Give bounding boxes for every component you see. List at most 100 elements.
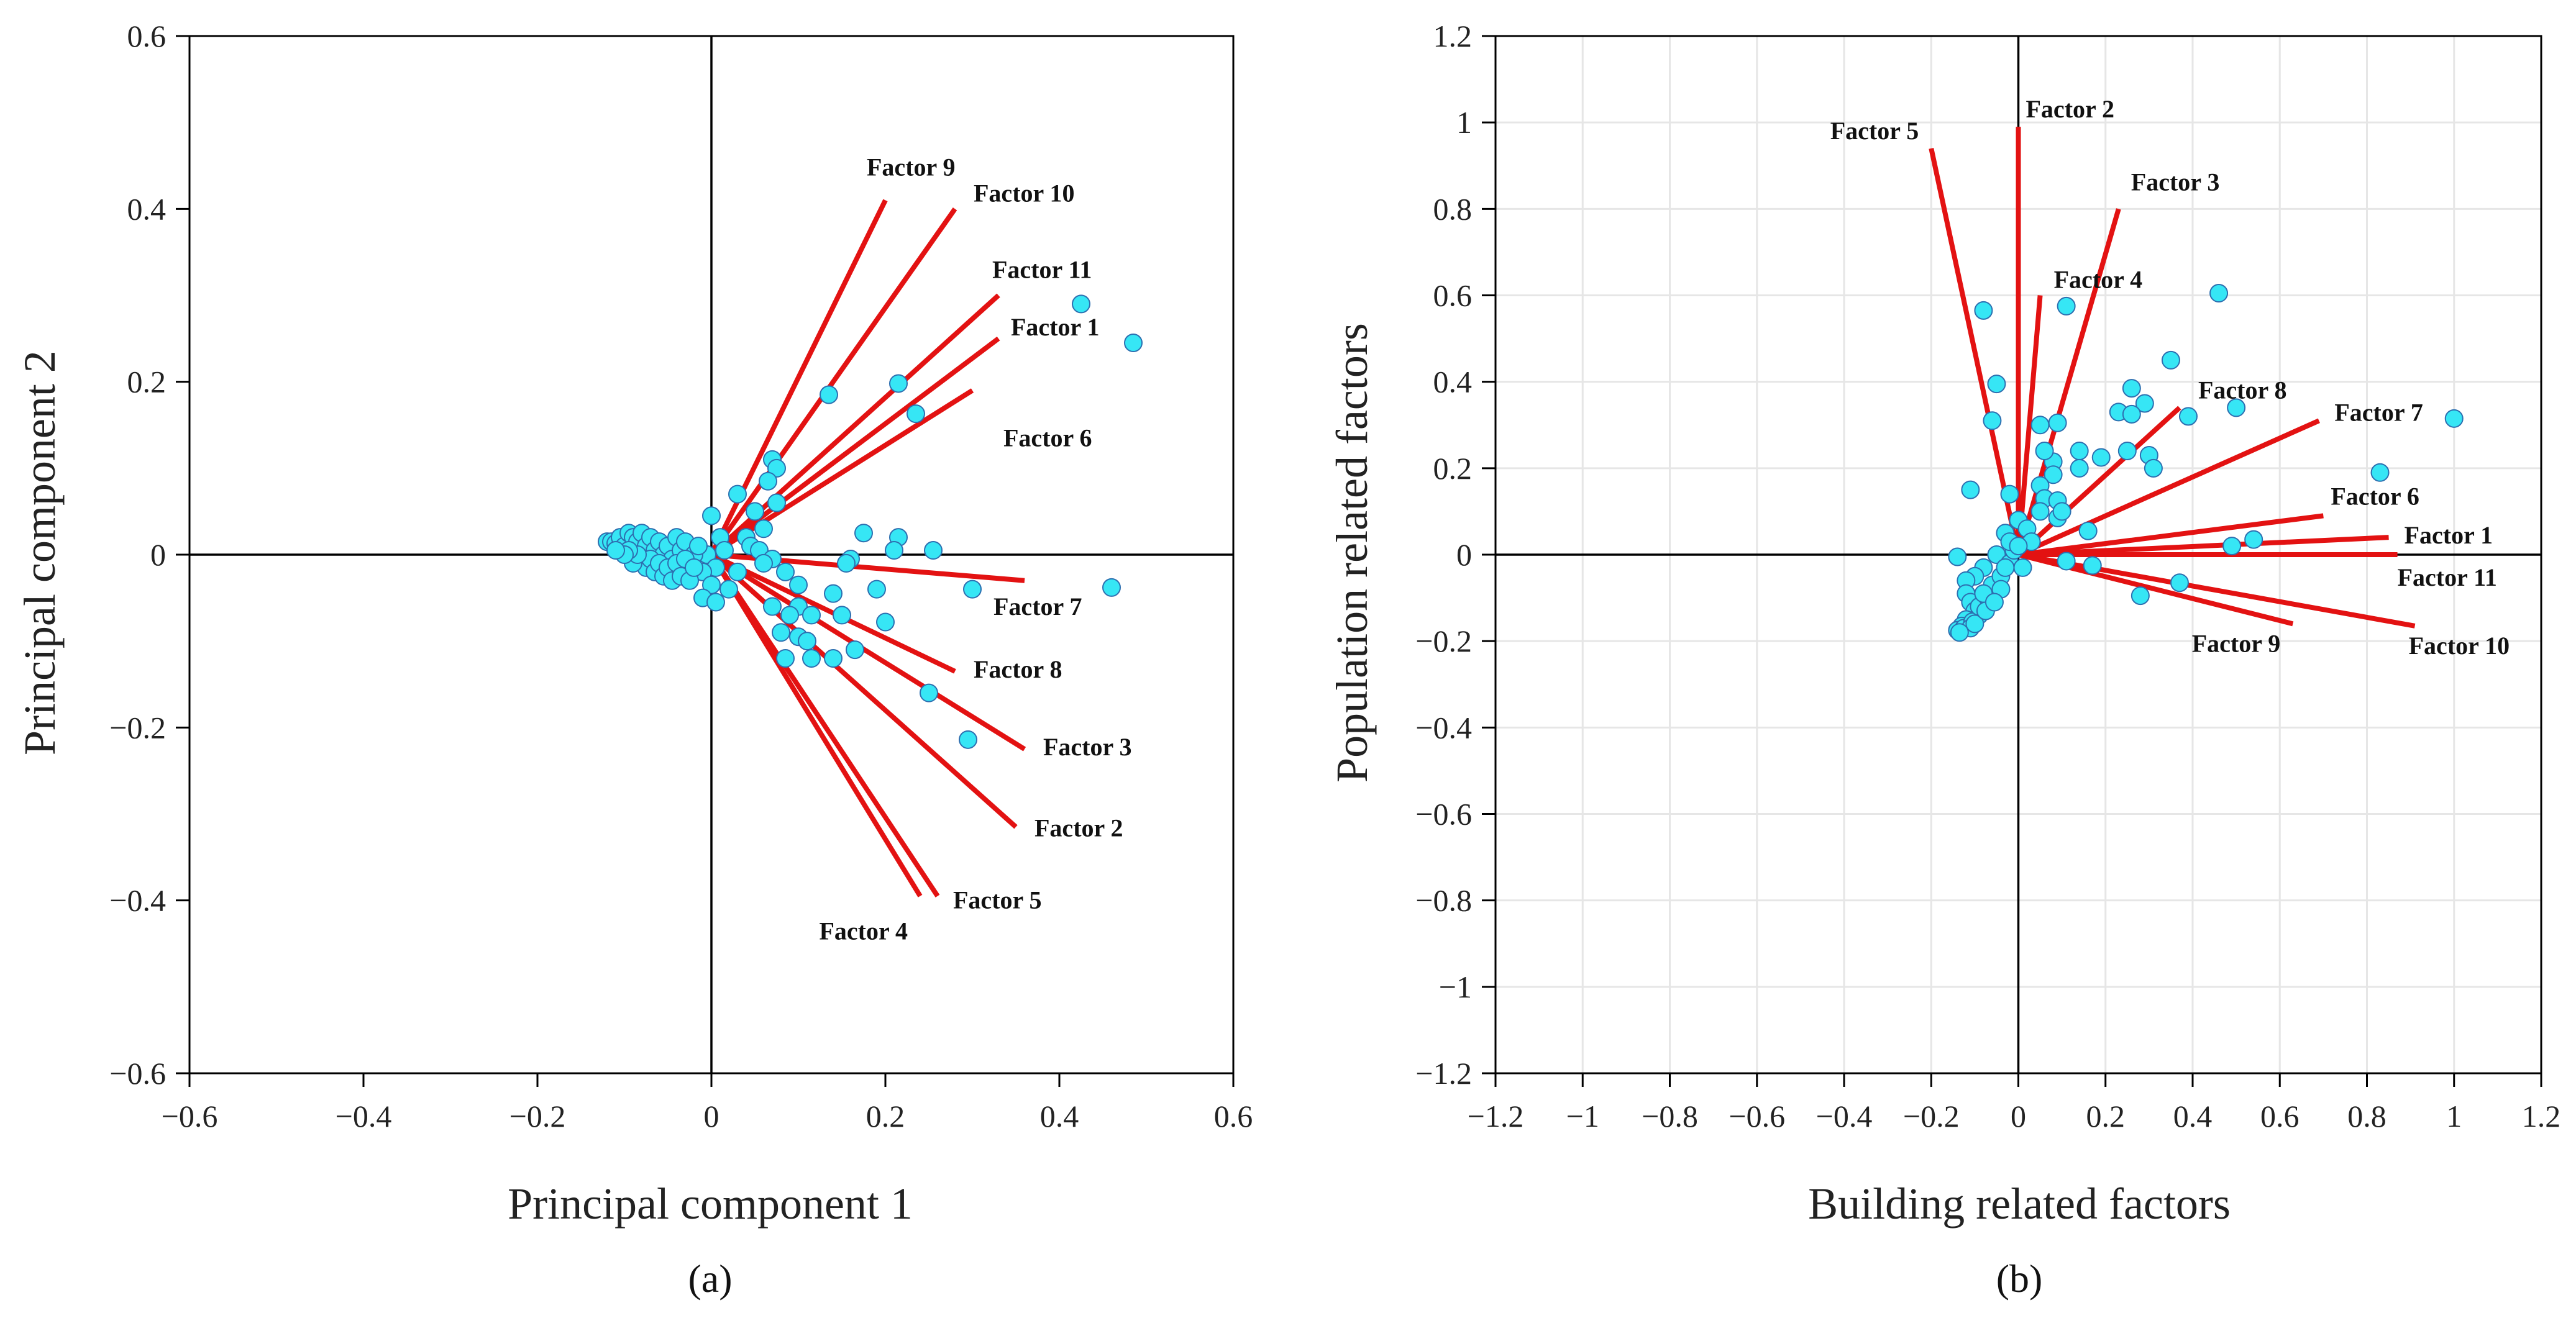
data-point <box>2013 558 2032 577</box>
vector-label: Factor 4 <box>819 917 908 945</box>
vector-label: Factor 7 <box>993 593 1082 620</box>
data-point <box>959 730 977 749</box>
x-tick-label: 0.6 <box>1214 1099 1253 1134</box>
data-point <box>2135 394 2154 413</box>
vector-label: Factor 7 <box>2334 398 2423 426</box>
data-point <box>1974 301 1993 320</box>
data-point <box>867 579 886 599</box>
vector-label: Factor 2 <box>1035 814 1123 842</box>
vector-label: Factor 5 <box>1830 117 1919 145</box>
x-axis-title-b: Building related factors <box>1808 1179 2231 1229</box>
data-point <box>1950 623 1969 642</box>
x-tick-label: 0 <box>704 1099 719 1134</box>
vector-label: Factor 5 <box>953 886 1042 914</box>
y-tick-label: −1.2 <box>1415 1056 1472 1091</box>
vector-label: Factor 10 <box>974 179 1075 207</box>
vector-factor-8 <box>2016 406 2181 557</box>
vector-factor-3 <box>2016 208 2121 556</box>
y-tick-label: −0.2 <box>1415 624 1472 658</box>
data-point <box>2057 296 2076 316</box>
x-tick-label: 1.2 <box>2522 1099 2561 1134</box>
data-point <box>889 374 908 393</box>
y-tick-label: −0.6 <box>109 1056 166 1091</box>
vector-label: Factor 1 <box>2405 521 2493 549</box>
data-point <box>1965 614 1985 634</box>
vector-label: Factor 6 <box>1003 424 1092 452</box>
data-point <box>767 458 786 478</box>
data-point <box>706 593 725 612</box>
data-point <box>2117 442 2137 460</box>
vector-label: Factor 3 <box>2131 168 2220 196</box>
vector-label: Factor 10 <box>2409 632 2510 660</box>
data-point <box>789 575 808 594</box>
vector-factor-1 <box>710 336 1000 557</box>
data-point <box>759 471 777 491</box>
data-point <box>2052 502 2071 521</box>
x-tick-label: −0.6 <box>162 1099 218 1134</box>
data-point <box>2209 284 2229 303</box>
vector-factor-2 <box>710 553 1018 829</box>
data-point <box>2178 407 2198 426</box>
vector-label: Factor 8 <box>2198 376 2287 404</box>
vector-label: Factor 3 <box>1043 733 1132 761</box>
data-point <box>776 562 795 581</box>
data-point <box>2070 442 2089 460</box>
x-tick-label: −0.4 <box>336 1099 392 1134</box>
vector-label: Factor 2 <box>2026 95 2115 123</box>
x-tick-label: 0.2 <box>866 1099 905 1134</box>
y-tick-label: 0.8 <box>1433 191 1473 226</box>
x-tick-label: 0.4 <box>1040 1099 1079 1134</box>
y-tick-label: 1 <box>1456 105 1472 140</box>
y-tick-label: 0.4 <box>1433 365 1473 399</box>
data-point <box>2083 556 2102 575</box>
data-point <box>854 524 873 543</box>
x-tick-label: 0.4 <box>2173 1099 2213 1134</box>
y-tick-label: −0.4 <box>109 883 166 918</box>
data-point <box>776 649 795 668</box>
y-tick-label: 0 <box>1456 537 1472 572</box>
data-point <box>1987 545 2006 564</box>
data-point <box>1996 558 2015 577</box>
data-point <box>2000 484 2019 504</box>
vector-label: Factor 9 <box>867 153 956 181</box>
y-tick-label: 1.2 <box>1433 19 1473 53</box>
data-point <box>2444 409 2464 428</box>
y-tick-label: −1 <box>1439 970 1472 1004</box>
vector-factor-10 <box>709 207 957 557</box>
vector-label: Factor 4 <box>2054 266 2143 294</box>
data-point <box>2161 350 2180 370</box>
data-point <box>1961 480 1980 499</box>
data-point <box>728 484 747 504</box>
vector-label: Factor 11 <box>992 256 1092 284</box>
data-point <box>754 553 773 573</box>
data-point <box>772 623 790 642</box>
data-point <box>824 584 843 603</box>
y-axis-title-a: Principal component 2 <box>15 350 65 755</box>
vector-factor-6 <box>2017 513 2324 557</box>
data-point <box>2070 458 2089 478</box>
vector-label: Factor 6 <box>2331 482 2419 510</box>
data-point <box>798 632 816 651</box>
y-tick-label: −0.2 <box>109 710 166 745</box>
x-tick-label: −0.2 <box>509 1099 566 1134</box>
data-point <box>820 385 838 404</box>
data-point <box>885 541 903 560</box>
data-point <box>846 640 864 660</box>
x-tick-label: −1.2 <box>1468 1099 1524 1134</box>
y-tick-label: 0.2 <box>1433 451 1473 486</box>
x-tick-label: 0.8 <box>2347 1099 2386 1134</box>
panel-label-b: (b) <box>1996 1257 2043 1301</box>
data-point <box>963 579 982 599</box>
data-point <box>802 649 821 668</box>
data-point <box>702 575 721 594</box>
data-point <box>2048 413 2067 432</box>
x-tick-label: 1 <box>2446 1099 2462 1134</box>
y-tick-label: 0 <box>150 537 166 572</box>
data-point <box>728 562 747 581</box>
y-tick-label: −0.4 <box>1415 710 1472 745</box>
data-point <box>754 519 773 539</box>
data-point <box>876 612 895 632</box>
vector-factor-3 <box>710 552 1026 752</box>
data-point <box>2091 448 2111 467</box>
